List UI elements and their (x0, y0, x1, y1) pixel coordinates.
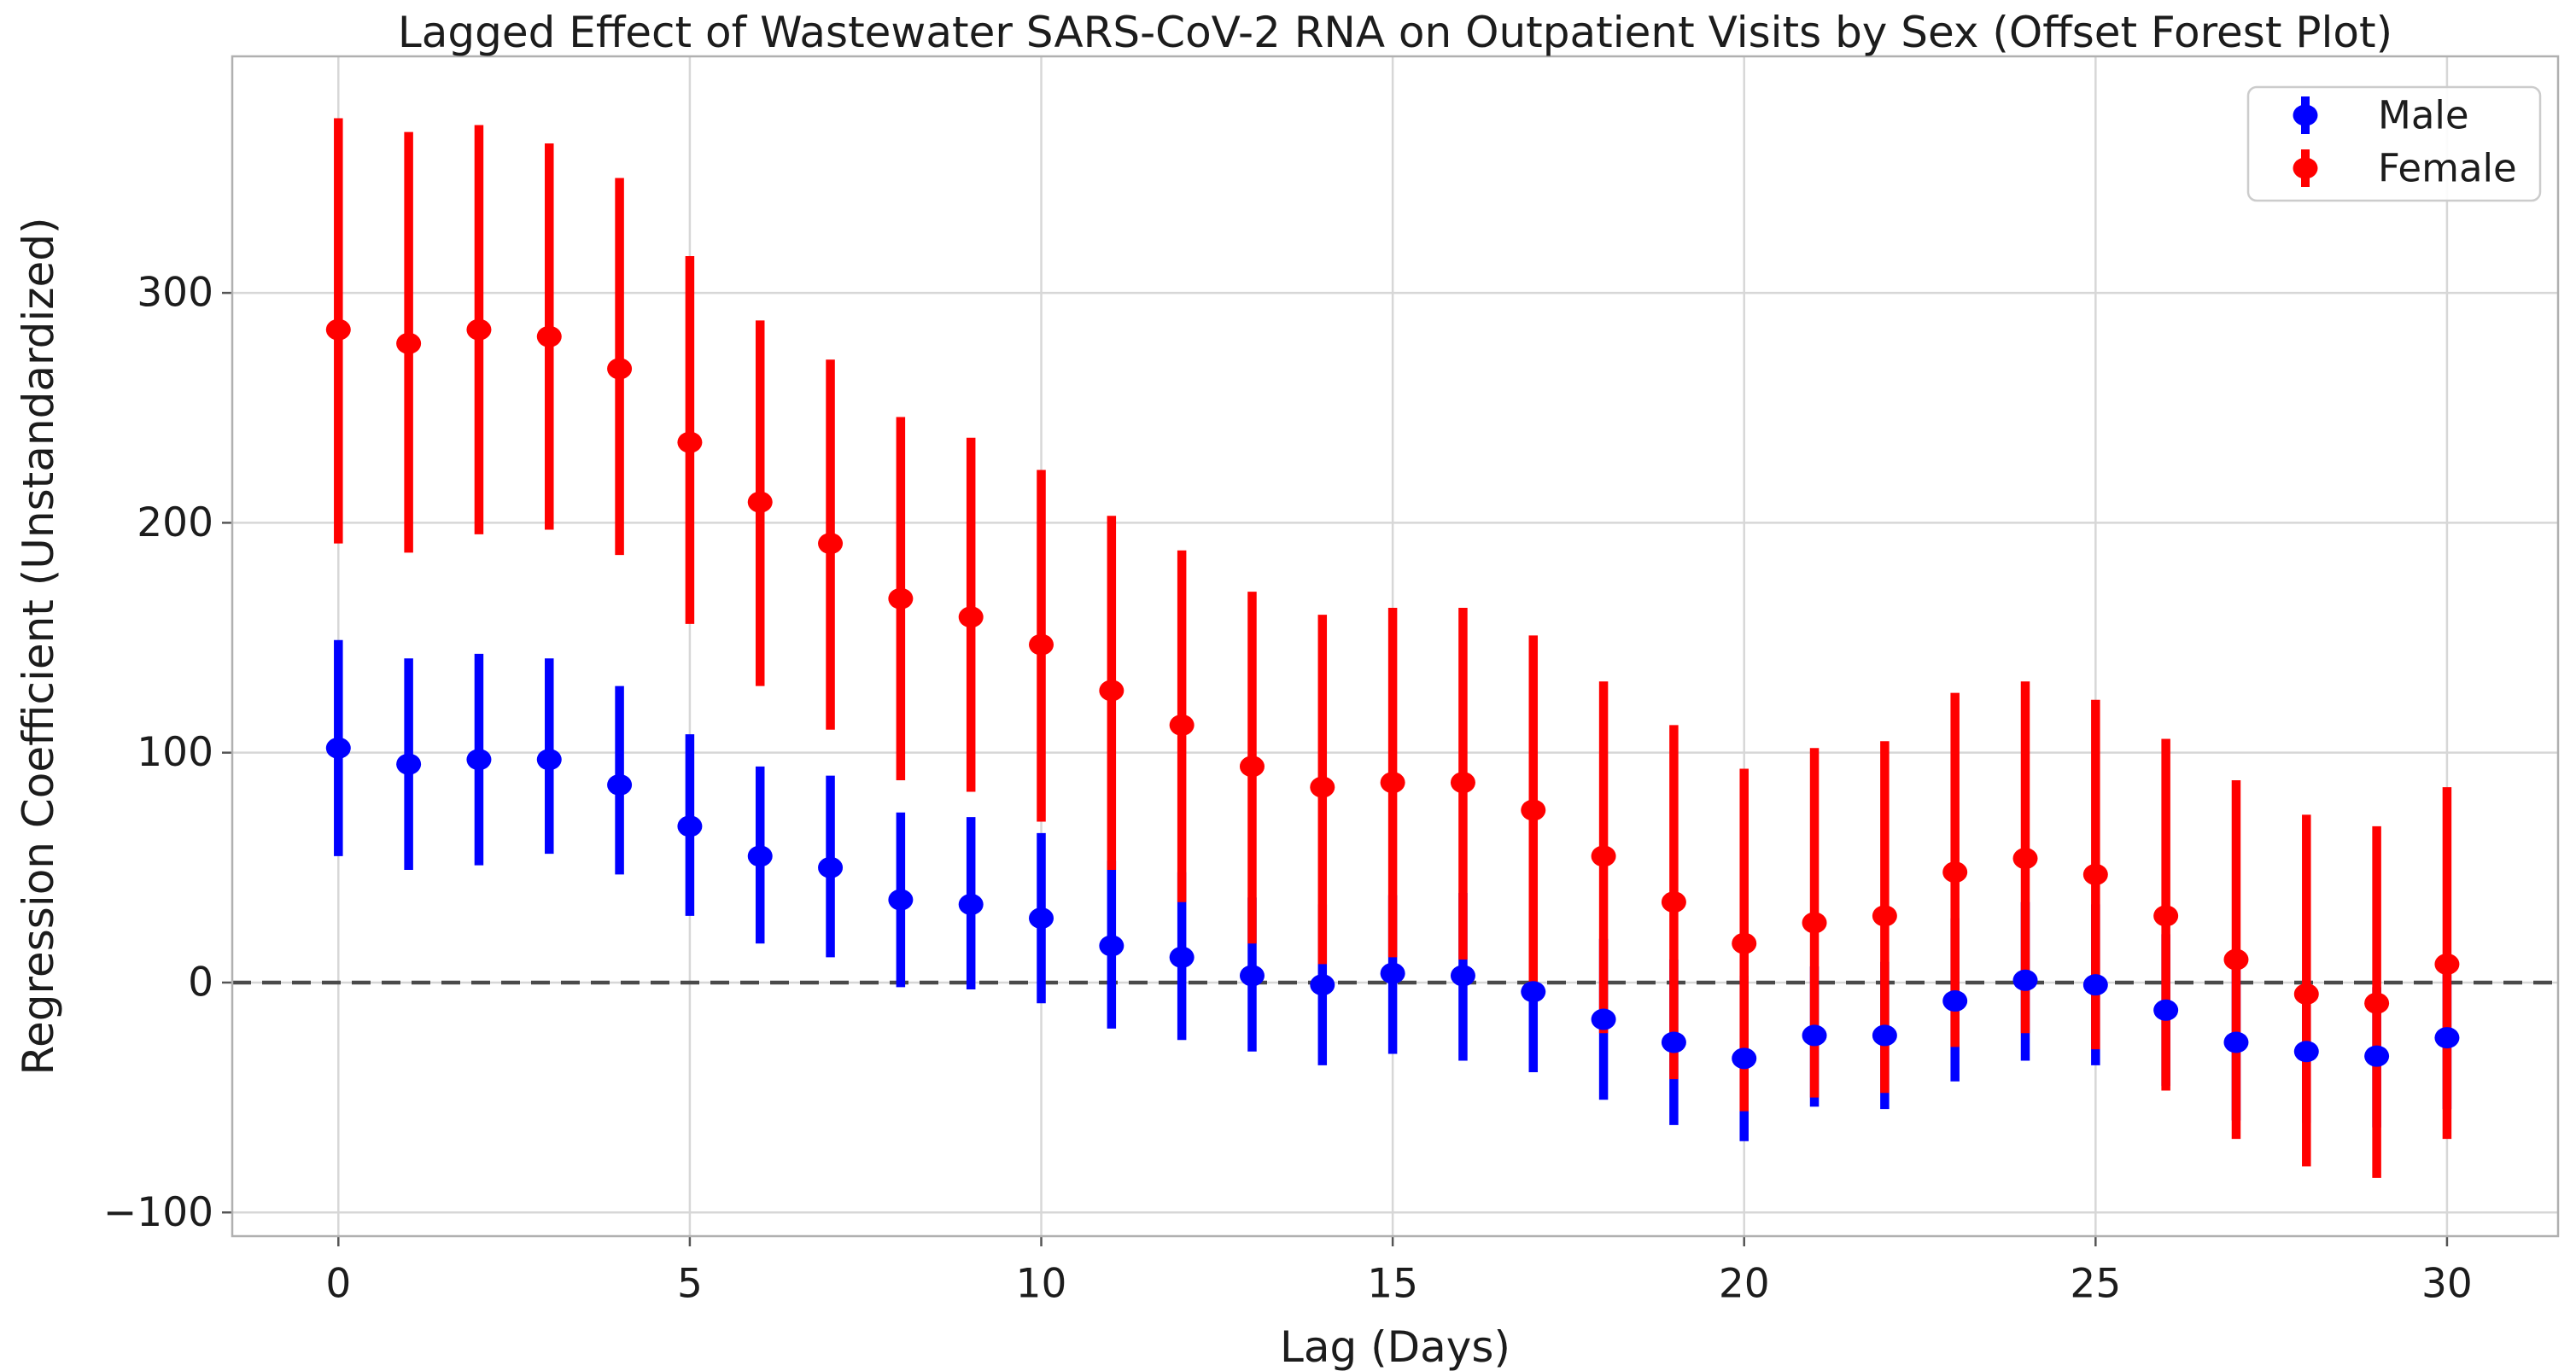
legend-item-female: Female (2293, 146, 2517, 191)
legend-male-marker-icon (2293, 104, 2318, 126)
x-tick-label: 10 (1016, 1261, 1067, 1308)
point-marker-female (2012, 848, 2038, 870)
point-marker-female (2153, 905, 2179, 927)
point-marker-female (1450, 772, 1475, 794)
x-tick-label: 15 (1367, 1261, 1418, 1308)
point-marker-male (1029, 907, 1054, 930)
x-tick-label: 25 (2070, 1261, 2121, 1308)
tick-layer: −100 0 100 200 300 0 5 10 15 20 25 30 (103, 270, 2473, 1308)
y-tick-label: 300 (137, 270, 213, 317)
y-tick-label: 0 (188, 959, 213, 1006)
legend-item-male: Male (2293, 93, 2469, 138)
point-marker-male (2223, 1031, 2249, 1053)
point-marker-male (1802, 1024, 1827, 1047)
y-axis-label: Regression Coefficient (Unstandardized) (14, 217, 63, 1075)
point-marker-male (1310, 974, 1335, 996)
y-tick-label: 200 (137, 499, 213, 546)
point-marker-male (958, 893, 984, 915)
point-marker-female (1380, 772, 1405, 794)
point-marker-male (2293, 1041, 2319, 1063)
point-marker-male (677, 815, 703, 837)
plot-frame (231, 55, 2560, 1238)
point-marker-female (1872, 905, 1897, 927)
legend-female-marker-icon (2293, 157, 2318, 179)
point-marker-male (2364, 1045, 2390, 1067)
point-marker-female (1802, 912, 1827, 934)
point-marker-female (466, 318, 492, 341)
point-marker-male (396, 753, 422, 775)
point-marker-male (536, 749, 562, 771)
point-marker-female (1310, 776, 1335, 798)
point-marker-male (818, 856, 844, 878)
point-marker-female (2364, 992, 2390, 1014)
point-marker-female (818, 533, 844, 555)
point-marker-male (1169, 946, 1195, 968)
x-tick-label: 20 (1719, 1261, 1770, 1308)
point-marker-female (1521, 799, 1546, 821)
point-marker-male (2434, 1027, 2460, 1049)
point-marker-female (325, 318, 351, 341)
point-marker-female (888, 587, 914, 610)
point-marker-female (396, 332, 422, 354)
point-marker-male (466, 749, 492, 771)
legend-box (2246, 85, 2542, 202)
point-marker-female (2082, 863, 2108, 885)
point-marker-male (325, 737, 351, 759)
point-marker-male (2012, 969, 2038, 991)
point-marker-male (1521, 981, 1546, 1003)
point-marker-female (2293, 983, 2319, 1005)
x-tick-label: 0 (325, 1261, 351, 1308)
x-tick-label: 5 (677, 1261, 703, 1308)
point-marker-male (1872, 1024, 1897, 1047)
point-marker-female (1239, 756, 1265, 778)
data-layer (325, 118, 2460, 1178)
point-marker-male (1942, 990, 1968, 1012)
point-marker-female (1099, 680, 1124, 702)
point-marker-male (1239, 965, 1265, 987)
point-marker-male (1591, 1008, 1616, 1030)
legend: Male Female (2246, 85, 2542, 202)
point-marker-male (1732, 1047, 1757, 1070)
point-marker-female (2434, 953, 2460, 975)
point-marker-male (1450, 965, 1475, 987)
point-marker-female (1661, 891, 1686, 913)
x-tick-label: 30 (2421, 1261, 2473, 1308)
point-marker-male (1099, 935, 1124, 957)
point-marker-female (1029, 633, 1054, 656)
point-marker-female (2223, 948, 2249, 971)
point-marker-male (1661, 1031, 1686, 1053)
point-marker-female (1942, 861, 1968, 884)
point-marker-male (888, 889, 914, 911)
point-marker-male (607, 773, 633, 796)
point-marker-female (1732, 932, 1757, 954)
legend-female-label: Female (2378, 146, 2517, 191)
y-tick-label: 100 (137, 729, 213, 776)
legend-male-label: Male (2378, 93, 2469, 138)
point-marker-male (2082, 974, 2108, 996)
point-marker-male (1380, 962, 1405, 984)
point-marker-female (958, 606, 984, 628)
point-marker-male (2153, 999, 2179, 1021)
x-axis-label: Lag (Days) (1280, 1322, 1510, 1371)
point-marker-female (536, 325, 562, 347)
point-marker-male (747, 845, 773, 867)
point-marker-female (1591, 845, 1616, 867)
point-marker-female (1169, 714, 1195, 736)
chart-title: Lagged Effect of Wastewater SARS-CoV-2 R… (398, 8, 2392, 57)
point-marker-female (677, 431, 703, 453)
point-marker-female (747, 491, 773, 513)
y-tick-label: −100 (103, 1189, 213, 1236)
point-marker-female (607, 358, 633, 380)
